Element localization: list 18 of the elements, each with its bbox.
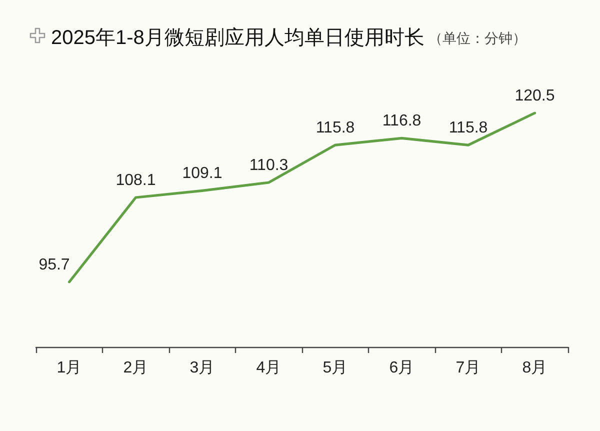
data-label: 110.3 <box>249 157 288 174</box>
data-label: 115.8 <box>448 120 488 137</box>
x-tick-label: 2月 <box>123 360 148 376</box>
x-tick-label: 7月 <box>456 360 481 376</box>
x-tick-label: 8月 <box>522 360 548 376</box>
x-tick-label: 1月 <box>56 360 82 376</box>
data-label: 116.8 <box>382 112 422 130</box>
x-tick-label: 3月 <box>190 360 215 376</box>
data-label: 95.7 <box>38 256 70 274</box>
data-label: 120.5 <box>514 88 555 104</box>
data-label: 108.1 <box>116 172 156 189</box>
chart-title: 2025年1-8月微短剧应用人均单日使用时长 <box>51 27 424 49</box>
chart-subtitle: （单位：分钟） <box>428 31 526 47</box>
data-label: 109.1 <box>182 165 222 182</box>
x-tick-label: 6月 <box>389 360 414 376</box>
x-tick-label: 4月 <box>256 360 282 376</box>
data-label: 115.8 <box>316 120 355 137</box>
x-tick-label: 5月 <box>322 360 348 376</box>
